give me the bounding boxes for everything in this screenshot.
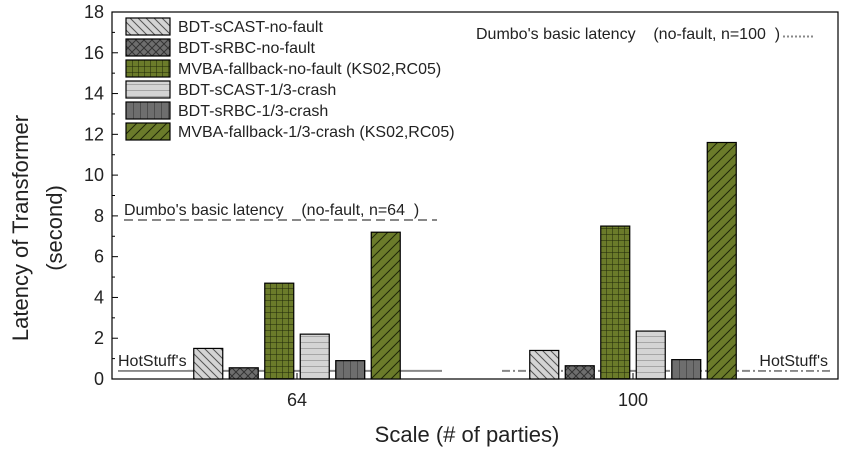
bar [706, 141, 737, 380]
bar [299, 333, 330, 380]
bar [264, 282, 295, 380]
x-axis-label: Scale (# of parties) [375, 422, 560, 447]
y-tick-label: 12 [84, 124, 104, 144]
bar [635, 330, 666, 380]
x-tick-label: 100 [618, 390, 648, 410]
hotstuff-100-annotation: HotStuff's [759, 353, 828, 370]
y-tick-label: 18 [84, 2, 104, 22]
y-tick-label: 2 [94, 328, 104, 348]
y-tick-label: 16 [84, 43, 104, 63]
bar [228, 367, 259, 380]
bar [600, 225, 631, 380]
legend-swatch [125, 80, 171, 99]
hotstuff-64-annotation-bg [117, 353, 188, 370]
legend-label: BDT-sCAST-no-fault [178, 19, 323, 36]
bar [529, 349, 560, 380]
dumbo-64-annotation-bg [123, 202, 421, 219]
bar [193, 347, 224, 380]
y-tick-label: 6 [94, 247, 104, 267]
legend-label: BDT-sRBC-no-fault [178, 40, 315, 57]
legend-swatch [125, 17, 171, 36]
hotstuff-64-annotation: HotStuff's [118, 353, 187, 370]
x-tick-label: 64 [287, 390, 307, 410]
y-axis-label-line1: Latency of Transformer [8, 115, 33, 341]
legend-label: MVBA-fallback-1/3-crash (KS02,RC05) [178, 124, 455, 141]
legend-swatch [125, 101, 171, 120]
legend-swatch [125, 38, 171, 57]
bars [193, 141, 737, 380]
y-tick-label: 10 [84, 165, 104, 185]
dumbo-100-annotation: Dumbo's basic latency (no-fault, n=100 ) [476, 26, 780, 43]
legend-label: BDT-sRBC-1/3-crash [178, 103, 328, 120]
legend: BDT-sCAST-no-fault BDT-sRBC-no-fault MVBA-… [125, 17, 455, 141]
bar [671, 359, 702, 380]
legend-swatch [125, 59, 171, 78]
y-tick-label: 0 [94, 369, 104, 389]
legend-label: MVBA-fallback-no-fault (KS02,RC05) [178, 61, 441, 78]
annotations: Dumbo's basic latency (no-fault, n=64 ) D… [117, 26, 829, 370]
y-axis-ticks: 0 2 4 6 8 10 12 14 16 18 [84, 2, 118, 389]
dumbo-100-annotation-bg [475, 26, 782, 43]
y-tick-label: 4 [94, 287, 104, 307]
y-tick-label: 14 [84, 84, 104, 104]
bar [564, 365, 595, 380]
x-axis-ticks: 64 100 [287, 373, 648, 410]
y-axis-label-line2: (second) [42, 185, 67, 271]
legend-swatch [125, 122, 171, 141]
legend-label: BDT-sCAST-1/3-crash [178, 82, 336, 99]
y-tick-label: 8 [94, 206, 104, 226]
dumbo-64-annotation: Dumbo's basic latency (no-fault, n=64 ) [124, 202, 419, 219]
hotstuff-100-annotation-bg [758, 353, 829, 370]
bar [335, 360, 366, 380]
bar [370, 231, 401, 380]
